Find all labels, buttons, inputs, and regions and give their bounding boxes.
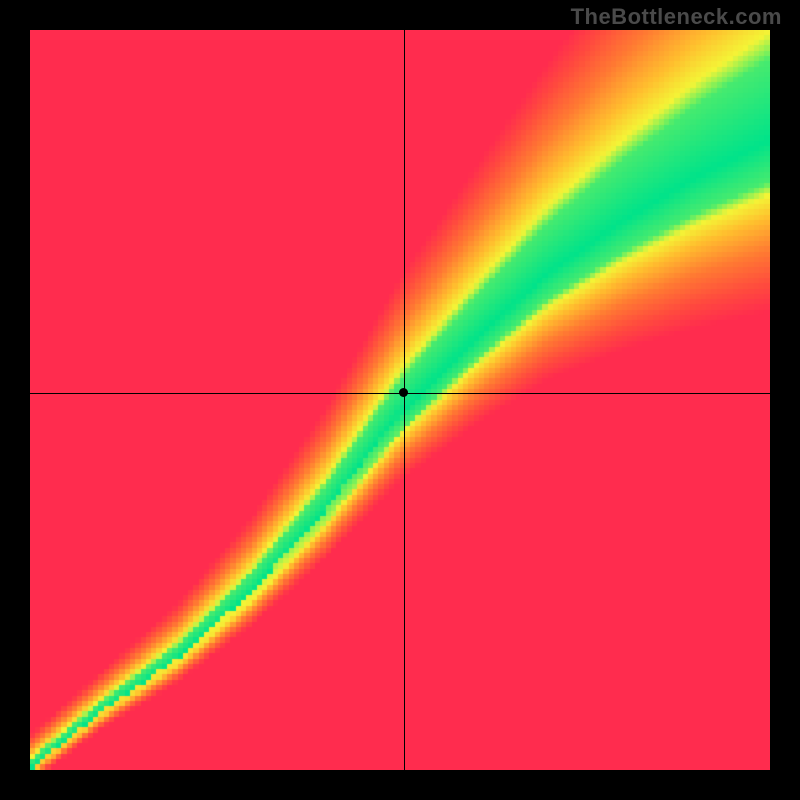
plot-area [30, 30, 770, 770]
crosshair-vertical [404, 30, 405, 770]
watermark-text: TheBottleneck.com [571, 4, 782, 30]
chart-frame: TheBottleneck.com [0, 0, 800, 800]
heatmap-canvas [30, 30, 770, 770]
